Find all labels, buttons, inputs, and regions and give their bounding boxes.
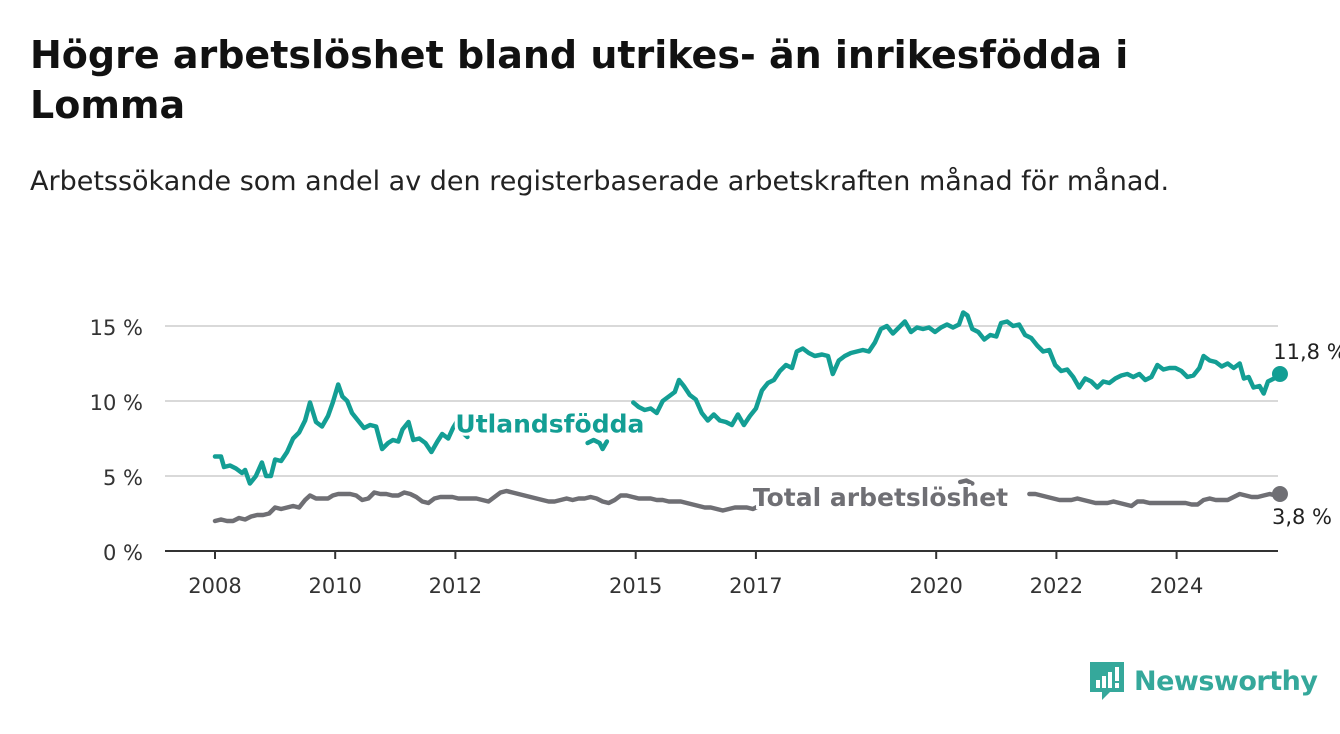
chart-subtitle: Arbetssökande som andel av den registerb… (30, 166, 1170, 197)
series-line-0 (585, 437, 610, 452)
x-tick-label: 2008 (188, 574, 241, 598)
series-end-point (1271, 366, 1288, 382)
x-tick-label: 2024 (1150, 574, 1203, 598)
newsworthy-logo-icon (1090, 662, 1124, 700)
series-end-label: 11,8 % (1273, 340, 1340, 364)
series-name-label: Utlandsfödda (455, 410, 644, 439)
x-tick-label: 2017 (729, 574, 782, 598)
x-tick-label: 2012 (429, 574, 482, 598)
x-tick-label: 2015 (609, 574, 662, 598)
series-name-label: Total arbetslöshet (753, 483, 1008, 512)
line-chart: 0 %5 %10 %15 % 2008 2010 2012 2015 2017 2020 2… (90, 310, 1340, 598)
newsworthy-logo[interactable]: Newsworthy (1088, 660, 1318, 702)
x-axis: 2008 2010 2012 2015 2017 2020 2022 2024 (165, 550, 1278, 598)
chart-title: Högre arbetslöshet bland utrikes- än inr… (30, 33, 1129, 127)
series-line-0 (631, 310, 1283, 428)
series-lines (212, 310, 1288, 524)
y-axis: 0 % 5 % 10 % 15 % (90, 316, 143, 565)
series-line-1 (212, 488, 762, 524)
y-tick-label: 10 % (90, 391, 143, 415)
y-tick-label: 0 % (103, 541, 143, 565)
brand-name: Newsworthy (1134, 665, 1318, 697)
x-tick-label: 2022 (1030, 574, 1083, 598)
x-tick-label: 2010 (308, 574, 361, 598)
series-end-point (1271, 486, 1288, 502)
y-tick-label: 5 % (103, 466, 143, 490)
x-tick-label: 2020 (909, 574, 962, 598)
series-labels: 11,8 % 3,8 % Utlandsfödda Total arbetslöshe… (452, 340, 1340, 529)
y-tick-label: 15 % (90, 316, 143, 340)
series-line-0 (212, 382, 470, 486)
series-line-1 (1027, 491, 1283, 509)
gridlines (165, 325, 1278, 477)
series-end-label: 3,8 % (1272, 505, 1332, 529)
series-line-1 (957, 478, 975, 486)
